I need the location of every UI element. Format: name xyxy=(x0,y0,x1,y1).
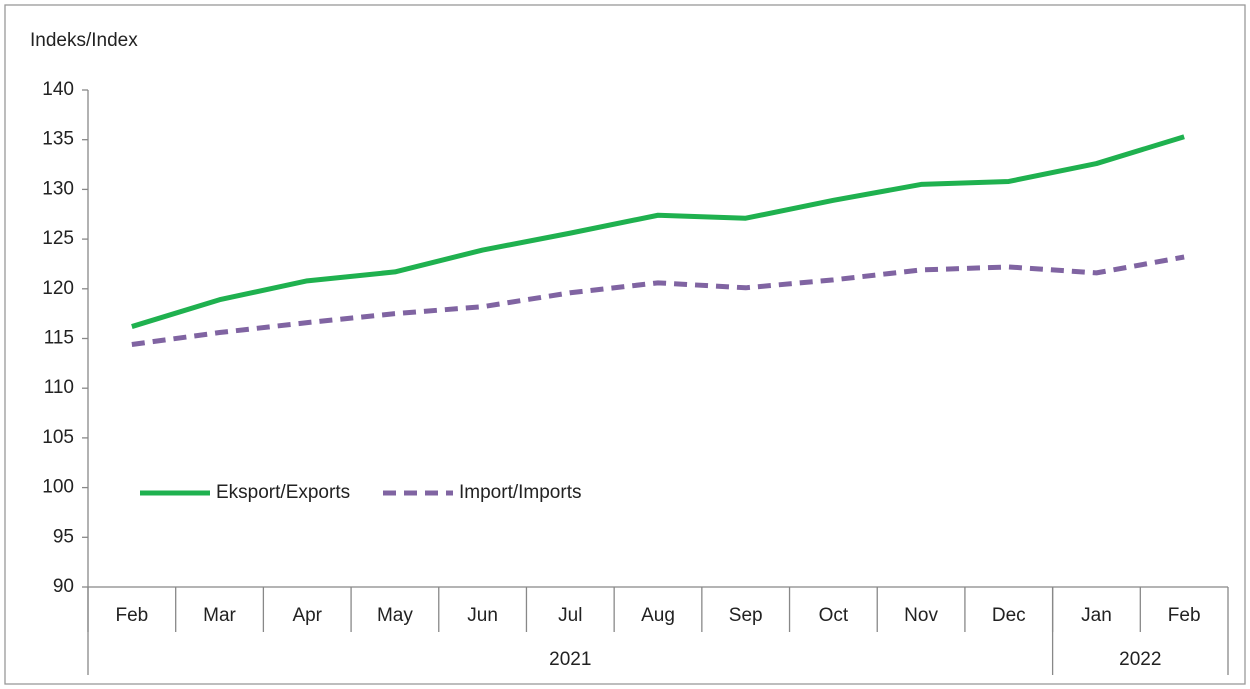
series-line xyxy=(131,254,1185,347)
y-tick-label: 100 xyxy=(42,477,74,498)
y-tick-label: 120 xyxy=(42,278,74,299)
x-tick-label: May xyxy=(377,605,413,626)
y-tick-label: 140 xyxy=(42,79,74,100)
x-tick-label: Jan xyxy=(1081,605,1112,626)
x-tick-label: Oct xyxy=(819,605,849,626)
y-tick-label: 135 xyxy=(42,129,74,150)
y-tick-label: 105 xyxy=(42,427,74,448)
y-tick-label: 125 xyxy=(42,228,74,249)
x-tick-label: Jun xyxy=(467,605,498,626)
y-tick-label: 115 xyxy=(44,328,74,349)
legend-label: Eksport/Exports xyxy=(216,482,350,503)
x-tick-label: Aug xyxy=(641,605,675,626)
y-tick-label: 90 xyxy=(53,576,74,597)
y-tick-label: 95 xyxy=(53,526,74,547)
y-tick-label: 110 xyxy=(44,377,74,398)
x-tick-label: Feb xyxy=(115,605,148,626)
legend-label: Import/Imports xyxy=(459,482,581,503)
x-tick-label: Jul xyxy=(558,605,582,626)
x-tick-label: Apr xyxy=(292,605,322,626)
group-label: 2022 xyxy=(1119,649,1161,670)
series-line xyxy=(131,134,1185,329)
y-axis-label: Indeks/Index xyxy=(30,30,138,51)
x-tick-label: Dec xyxy=(992,605,1026,626)
x-tick-label: Nov xyxy=(904,605,938,626)
chart-border xyxy=(4,4,1246,685)
x-tick-label: Sep xyxy=(729,605,763,626)
x-tick-label: Feb xyxy=(1168,605,1201,626)
group-label: 2021 xyxy=(549,649,591,670)
y-tick-label: 130 xyxy=(42,178,74,199)
x-tick-label: Mar xyxy=(203,605,236,626)
